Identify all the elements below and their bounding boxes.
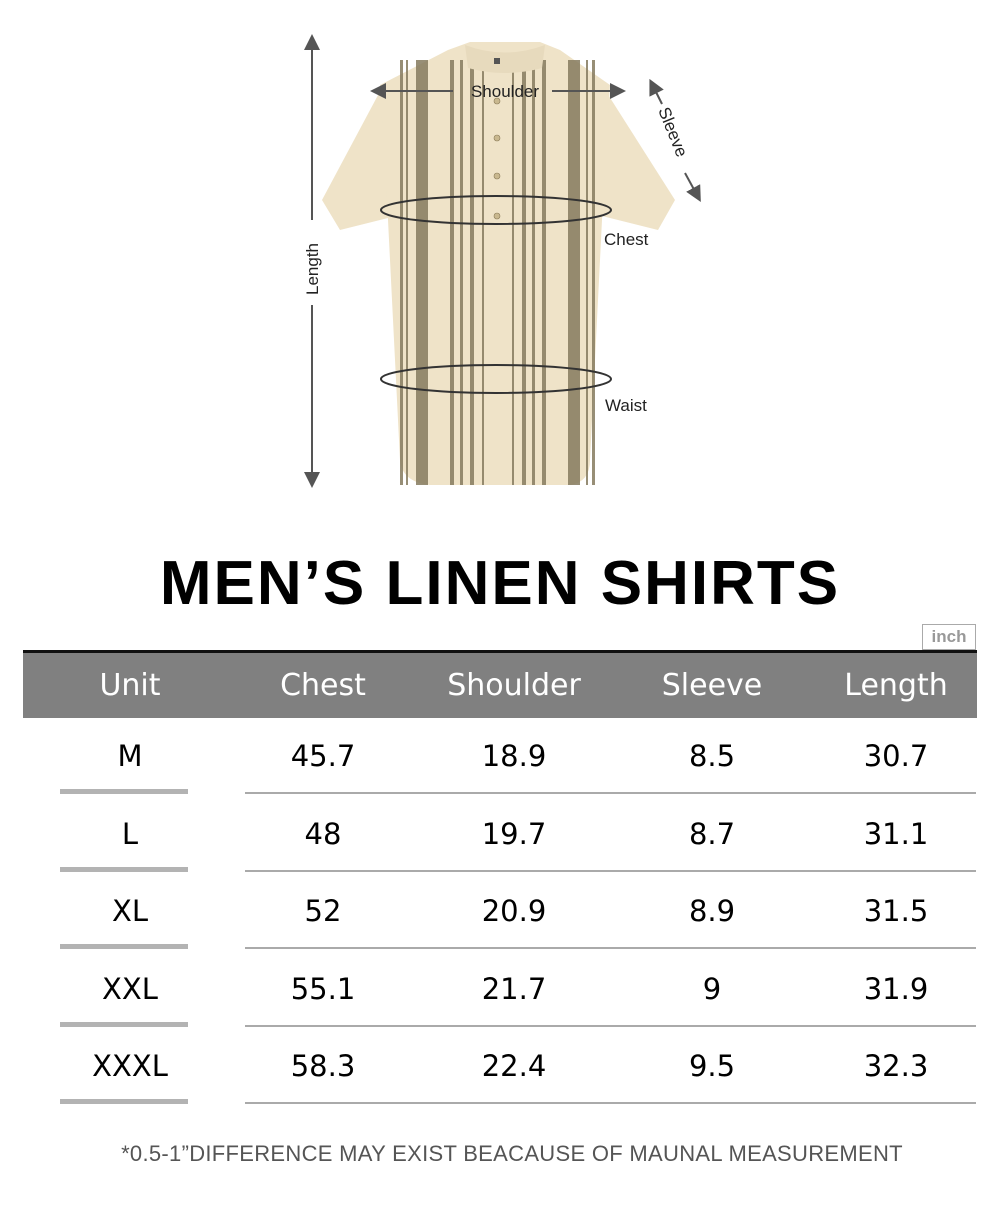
row-divider bbox=[245, 947, 976, 949]
table-row: XXXL 58.3 22.4 9.5 32.3 bbox=[0, 1031, 1000, 1108]
page-title: MEN’S LINEN SHIRTS bbox=[159, 549, 841, 618]
column-header-length: Length bbox=[844, 668, 948, 703]
cell-size: XXXL bbox=[92, 1049, 168, 1083]
cell-shoulder: 20.9 bbox=[481, 894, 547, 928]
chest-label: Chest bbox=[604, 230, 649, 249]
table-header: Unit Chest Shoulder Sleeve Length bbox=[23, 650, 977, 718]
size-underline bbox=[60, 866, 188, 872]
table-row: M 45.7 18.9 8.5 30.7 bbox=[0, 721, 1000, 798]
shirt-stripe bbox=[450, 60, 454, 485]
shirt-stripe bbox=[400, 60, 403, 485]
cell-sleeve: 8.9 bbox=[688, 894, 736, 928]
cell-sleeve: 9.5 bbox=[688, 1049, 736, 1083]
cell-sleeve: 8.5 bbox=[688, 739, 736, 773]
shirt-stripe bbox=[568, 60, 580, 485]
table-row: XXL 55.1 21.7 9 31.9 bbox=[0, 954, 1000, 1031]
cell-chest: 52 bbox=[304, 894, 342, 928]
shirt-measurement-diagram: Length Shoulder Sleeve Chest Waist bbox=[303, 34, 701, 488]
shirt-stripe bbox=[482, 60, 484, 485]
column-header-sleeve: Sleeve bbox=[661, 668, 763, 703]
cell-shoulder: 18.9 bbox=[481, 739, 547, 773]
column-header-shoulder: Shoulder bbox=[447, 668, 581, 703]
cell-chest: 45.7 bbox=[290, 739, 356, 773]
cell-shoulder: 19.7 bbox=[481, 816, 547, 851]
size-underline bbox=[60, 1021, 188, 1027]
cell-size: M bbox=[117, 739, 143, 773]
unit-badge: inch bbox=[922, 624, 976, 650]
shirt-stripe bbox=[470, 60, 474, 485]
shirt-stripe bbox=[532, 60, 535, 485]
cell-shoulder: 21.7 bbox=[481, 971, 547, 1006]
shirt-stripe bbox=[592, 60, 595, 485]
cell-length: 30.7 bbox=[863, 739, 929, 773]
cell-length: 31.1 bbox=[863, 816, 929, 851]
shoulder-label: Shoulder bbox=[471, 82, 539, 101]
column-header-unit: Unit bbox=[99, 668, 161, 703]
cell-size: L bbox=[121, 816, 139, 851]
shirt-stripe bbox=[406, 60, 408, 485]
cell-chest: 48 bbox=[304, 816, 342, 851]
sleeve-arrow bbox=[649, 78, 664, 105]
cell-length: 31.5 bbox=[863, 894, 929, 928]
row-divider bbox=[245, 792, 976, 794]
cell-chest: 58.3 bbox=[290, 1049, 356, 1083]
shirt-stripe bbox=[460, 60, 463, 485]
column-header-chest: Chest bbox=[280, 668, 366, 703]
cell-chest: 55.1 bbox=[290, 971, 356, 1006]
cell-size: XXL bbox=[102, 971, 158, 1006]
shirt-stripe bbox=[512, 60, 514, 485]
shirt-stripe bbox=[416, 60, 428, 485]
chest-ellipse bbox=[380, 195, 612, 225]
sleeve-label: Sleeve bbox=[654, 104, 691, 159]
cell-sleeve: 9 bbox=[702, 971, 722, 1006]
row-divider bbox=[245, 1024, 976, 1027]
shirt-image bbox=[322, 42, 675, 485]
shirt-stripe bbox=[542, 60, 546, 485]
cell-shoulder: 22.4 bbox=[481, 1049, 547, 1083]
shirt-stripe bbox=[586, 60, 588, 485]
footnote: *0.5-1”DIFFERENCE MAY EXIST BEACAUSE OF … bbox=[121, 1141, 903, 1166]
waist-ellipse bbox=[380, 364, 612, 394]
length-label: Length bbox=[303, 243, 322, 295]
cell-sleeve: 8.7 bbox=[688, 816, 736, 851]
row-divider bbox=[245, 1102, 976, 1104]
waist-label: Waist bbox=[605, 396, 647, 415]
cell-size: XL bbox=[111, 894, 149, 928]
size-underline bbox=[60, 789, 188, 794]
shirt-stripe bbox=[522, 60, 526, 485]
cell-length: 31.9 bbox=[863, 971, 929, 1006]
size-underline bbox=[60, 944, 188, 949]
size-underline bbox=[60, 1099, 188, 1104]
cell-length: 32.3 bbox=[863, 1049, 929, 1083]
row-divider bbox=[245, 869, 976, 872]
table-row: L 48 19.7 8.7 31.1 bbox=[0, 799, 1000, 876]
table-row: XL 52 20.9 8.9 31.5 bbox=[0, 876, 1000, 953]
